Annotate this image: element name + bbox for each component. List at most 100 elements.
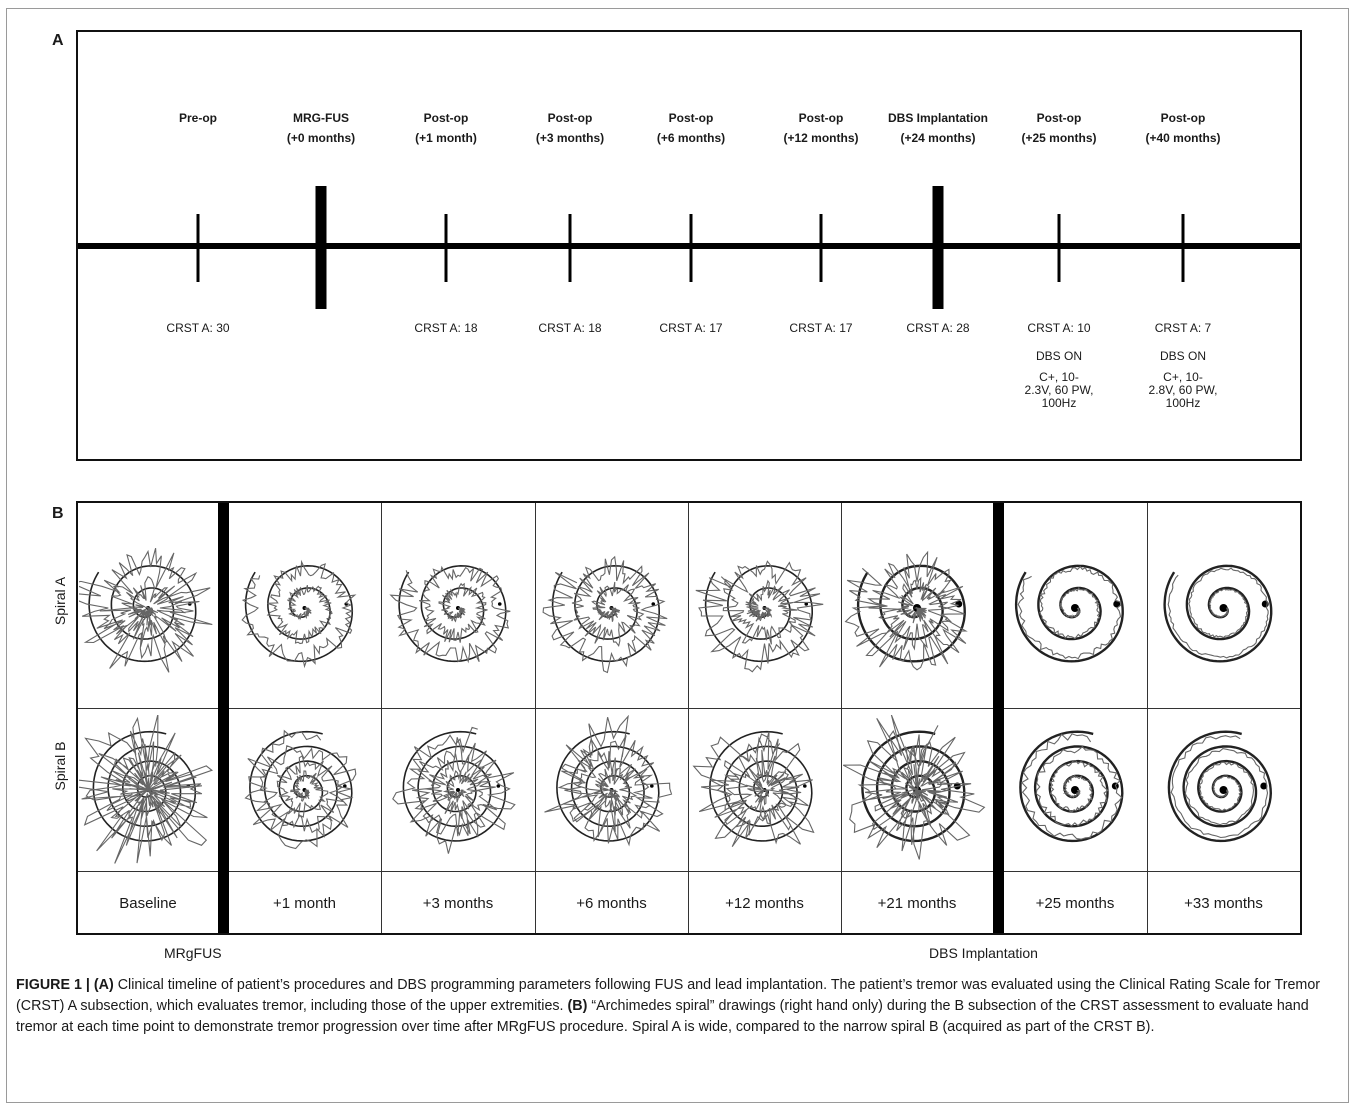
crst-score: CRST A: 18: [414, 321, 478, 335]
spiral-drawing: [1014, 564, 1124, 663]
spiral-center-dot: [1071, 786, 1079, 794]
column-divider: [841, 503, 842, 933]
timepoint-name: Post-op: [1160, 111, 1206, 125]
column-divider: [1147, 503, 1148, 933]
timepoint-offset: (+40 months): [1145, 131, 1221, 145]
procedure-divider: [218, 503, 229, 933]
timepoint-label: Post-op (+3 months): [500, 108, 640, 148]
dbs-state: DBS ON: [1159, 349, 1206, 363]
row-divider: [78, 708, 1300, 709]
timeline-panel: Pre-op CRST A: 30 MRG-FUS (+0 months) Post-o…: [76, 30, 1302, 461]
timepoint-label: DBS Implantation (+24 months): [868, 108, 1008, 148]
crst-score: CRST A: 18: [538, 321, 602, 335]
spiral-start-dot: [650, 784, 654, 788]
timepoint-name: Post-op: [423, 111, 469, 125]
spiral-drawing: [79, 715, 214, 864]
dbs-param-line: 100Hz: [1041, 396, 1077, 410]
template-spiral: [1019, 730, 1124, 843]
template-spiral: [244, 564, 353, 663]
dbs-param-line: 2.3V, 60 PW,: [1024, 383, 1094, 397]
patient-trace: [389, 565, 511, 664]
timepoint-column-label: Baseline: [119, 895, 177, 912]
crst-score: CRST A: 17: [789, 321, 853, 335]
spiral-start-dot: [497, 602, 502, 606]
timepoint-name: Pre-op: [178, 111, 217, 125]
patient-trace: [79, 715, 214, 864]
patient-trace: [1167, 567, 1269, 659]
timepoint-offset: (+1 month): [415, 131, 477, 145]
figure-frame: [6, 8, 1349, 1103]
crst-score: CRST A: 17: [659, 321, 723, 335]
spiral-drawing: [241, 559, 357, 669]
patient-trace: [695, 560, 824, 673]
patient-trace: [844, 550, 968, 671]
spiral-center-dot: [1219, 786, 1228, 794]
dbs-param-line: 2.8V, 60 PW,: [1148, 383, 1218, 397]
template-spiral: [398, 564, 507, 663]
mrgfus-label: MRgFUS: [164, 945, 222, 961]
spiral-drawing: [542, 555, 668, 674]
patient-trace: [241, 559, 357, 669]
timepoint-offset: (+12 months): [783, 131, 859, 145]
timepoint-column-label: +33 months: [1184, 895, 1263, 912]
timepoint-name: Post-op: [668, 111, 714, 125]
spiral-start-dot: [1260, 782, 1268, 790]
spiral-grid: Baseline +1 month +3 months +6 months +12 mo…: [76, 501, 1302, 935]
spiral-start-dot: [1113, 600, 1121, 608]
patient-trace: [1170, 735, 1269, 839]
panel-b-letter: B: [52, 505, 64, 522]
patient-trace: [1020, 733, 1123, 840]
timepoint-name: DBS Implantation: [887, 111, 988, 125]
dbs-parameters: DBS ON C+, 10- 2.8V, 60 PW, 100Hz: [1123, 349, 1243, 410]
spiral-center-dot: [1071, 604, 1079, 612]
spiral-center-dot: [456, 788, 460, 792]
spiral-drawing: [389, 564, 511, 664]
patient-trace: [842, 715, 986, 860]
template-spiral: [1163, 564, 1273, 663]
row-divider: [78, 871, 1300, 872]
spiral-drawing: [695, 560, 824, 673]
spiral-drawing: [692, 730, 815, 848]
timepoint-label: Post-op (+40 months): [1113, 108, 1253, 148]
patient-trace: [544, 715, 673, 847]
spiral-start-dot: [496, 784, 501, 788]
patient-trace: [542, 555, 668, 674]
figure-caption: FIGURE 1 | (A) Clinical timeline of pati…: [16, 975, 1341, 1038]
procedure-divider: [993, 503, 1004, 933]
spiral-drawing: [544, 715, 673, 847]
spiral-drawing: [1163, 564, 1273, 663]
crst-score: CRST A: 28: [906, 321, 970, 335]
crst-score: CRST A: 10: [1027, 321, 1091, 335]
timepoint-column-label: +6 months: [576, 895, 647, 912]
spiral-drawing: [244, 729, 357, 850]
timepoint-name: MRG-FUS: [293, 111, 349, 125]
spiral-drawing: [842, 715, 986, 860]
patient-trace: [692, 731, 815, 848]
dbs-parameters: DBS ON C+, 10- 2.3V, 60 PW, 100Hz: [999, 349, 1119, 410]
patient-trace: [1017, 565, 1122, 660]
timepoint-column-label: +12 months: [725, 895, 804, 912]
spiral-drawing: [1167, 730, 1273, 843]
crst-score: CRST A: 7: [1154, 321, 1212, 335]
patient-trace: [79, 548, 213, 673]
timepoint-label: Post-op (+1 month): [376, 108, 516, 148]
timepoint-name: Post-op: [1036, 111, 1082, 125]
patient-trace: [244, 729, 357, 850]
timepoint-column-label: +1 month: [273, 895, 336, 912]
timepoint-offset: (+0 months): [286, 131, 356, 145]
spiral-drawing: [844, 550, 968, 671]
spiral-drawing: [1019, 730, 1124, 843]
timepoint-column-label: +3 months: [422, 895, 494, 912]
dbs-param-line: C+, 10-: [1163, 370, 1203, 384]
timepoint-offset: (+3 months): [535, 131, 605, 145]
timepoint-label: Post-op (+6 months): [621, 108, 761, 148]
dbs-implantation-label: DBS Implantation: [929, 945, 1038, 961]
patient-trace: [392, 726, 516, 854]
template-spiral: [249, 730, 353, 842]
column-divider: [535, 503, 536, 933]
timepoint-offset: (+25 months): [1021, 131, 1097, 145]
caption-a-text: Clinical timeline of patient’s procedure…: [16, 977, 1321, 1014]
row-label-spiral-a: Spiral A: [52, 576, 68, 626]
dbs-state: DBS ON: [1035, 349, 1082, 363]
timepoint-label: Post-op (+12 months): [751, 108, 891, 148]
